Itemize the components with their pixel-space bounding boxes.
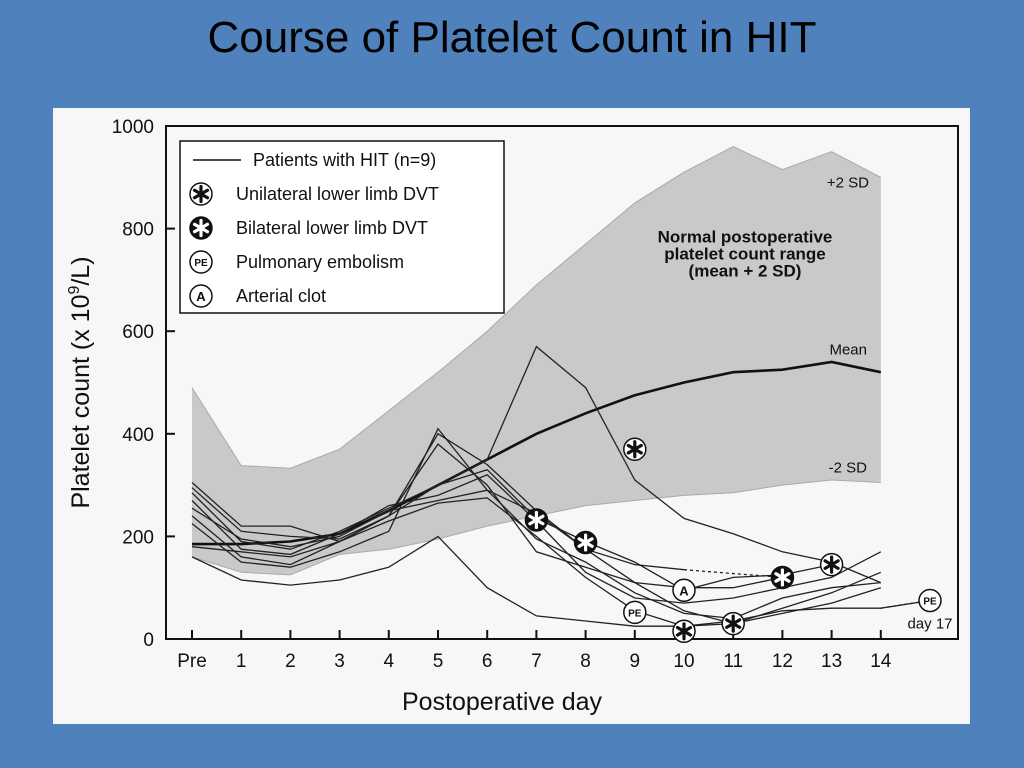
mean-label: Mean [829,341,867,358]
patient-series-line-9 [191,535,931,627]
arterial-marker-label: A [196,289,206,304]
asterisk-stroke [192,188,210,200]
pe-marker-ring [189,250,213,274]
y-tick-label: 600 [122,322,154,343]
x-tick-label: 8 [580,651,591,672]
event-markers-group: PE PE A [524,437,942,644]
pe-marker-label: PE [628,608,642,619]
bilateral-event-marker [573,530,598,555]
slide-title: Course of Platelet Count in HIT [207,13,817,62]
x-tick-label: 11 [723,651,743,672]
y-tick-label: 1000 [112,117,154,138]
x-tick-label: 10 [673,651,694,672]
normal-range-band [192,146,881,575]
normal-range-label-line1: Normal postoperative [658,227,833,246]
legend-arterial-symbol: A [189,284,213,308]
pe-marker-ring [623,600,647,625]
y-axis-title-superscript: 9 [66,286,83,295]
unilateral-event-marker [672,619,696,644]
asterisk-stroke [626,443,643,455]
x-tick-label: 3 [334,651,345,672]
pe-event-marker: PE [623,600,647,625]
x-tick-label: 7 [531,651,542,672]
pe-marker-label: PE [923,597,937,608]
figure-panel: 0 200 400 600 800 1000 Pre 1 2 3 4 5 6 7 8 9 10 11 12 13 14 P… [53,108,970,724]
legend-unilateral-symbol [189,182,213,206]
y-axis-title: Platelet count (x 109/L) [66,256,95,508]
patient-series-line-6 [191,497,881,627]
legend-group: Patients with HIT (n=9) Unilateral lower … [179,140,505,314]
y-tick-label: 0 [143,630,154,651]
dotted-segment-1 [683,569,783,579]
legend-label: Bilateral lower limb DVT [236,218,428,238]
y-axis-title-main: Platelet count (x 10 [67,295,95,509]
normal-range-label-line2: platelet count range [664,244,826,263]
y-tick-label: 200 [122,527,154,548]
pe-marker-ring [918,588,942,613]
x-tick-label: 9 [630,651,641,672]
x-tick-label: 2 [285,651,296,672]
mean-line [192,360,882,546]
minus-2sd-label: -2 SD [829,459,868,476]
x-tick-label: Pre [177,651,207,672]
unilateral-event-marker [623,437,647,461]
bilateral-event-marker [770,565,795,590]
x-tick-label: 1 [236,651,247,672]
x-tick-label: 14 [870,651,892,672]
x-tick-label: 6 [482,651,493,672]
arterial-marker-ring [672,578,696,603]
legend-pe-symbol: PE [189,250,213,274]
pe-event-marker: PE [918,588,942,613]
arterial-event-marker: A [672,578,696,603]
asterisk-stroke [823,559,840,570]
asterisk-stroke [675,625,693,637]
legend-box [179,140,505,314]
asterisk-stroke [192,222,210,234]
asterisk-stroke [774,572,791,583]
pe-marker-label: PE [194,258,208,269]
unilateral-event-marker [721,611,745,636]
unilateral-event-marker [819,552,844,577]
patient-series-line-8 [191,345,882,584]
arterial-marker-label: A [679,583,689,598]
dotted-segment-2 [880,599,931,609]
day17-label: day 17 [907,616,952,633]
asterisk-stroke [725,618,742,629]
y-tick-label: 800 [122,220,154,241]
x-axis-title: Postoperative day [402,688,603,716]
plus-2sd-label: +2 SD [827,175,869,192]
patient-series-group [191,345,931,627]
x-tick-label: 5 [433,651,444,672]
y-axis-title-end: /L) [67,256,95,285]
legend-label: Patients with HIT (n=9) [253,150,436,170]
normal-range-band-group [191,145,882,576]
patient-series-line-1 [191,432,685,571]
annotations-group: +2 SD Mean -2 SD Normal postoperativeplatel… [658,175,953,633]
plot-frame [165,125,959,640]
asterisk-stroke [528,514,545,526]
patient-series-line-7 [191,427,881,620]
y-tick-label: 400 [122,425,154,446]
legend-label: Unilateral lower limb DVT [236,184,439,204]
x-tick-label: 4 [384,651,395,672]
legend-label: Arterial clot [236,286,326,306]
asterisk-stroke [577,537,594,548]
legend-label: Pulmonary embolism [236,252,404,272]
normal-range-label-line3: (mean + 2 SD) [689,261,802,280]
legend-bilateral-symbol [189,216,213,240]
arterial-marker-ring [189,284,213,308]
x-tick-label: 13 [821,651,842,672]
bilateral-event-marker [524,508,549,532]
patient-series-line-3 [191,468,832,591]
x-tick-label: 12 [772,651,793,672]
upper-2sd-line [191,145,882,469]
